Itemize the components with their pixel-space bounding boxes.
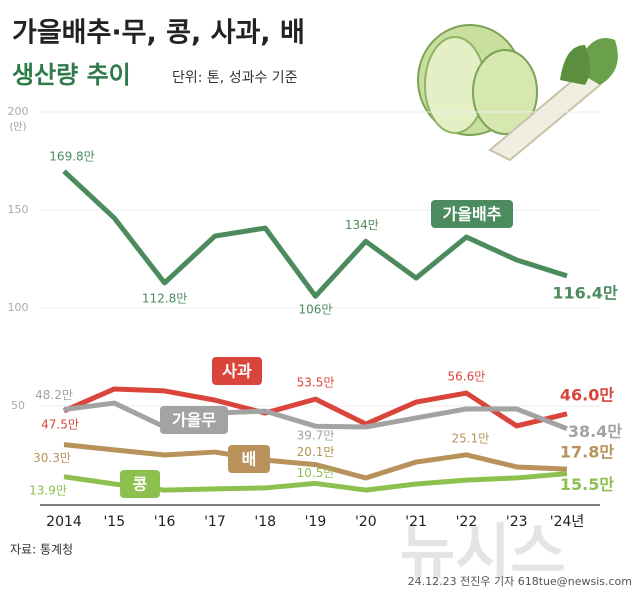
- title: 가을배추·무, 콩, 사과, 배: [12, 18, 305, 49]
- series-line: [62, 169, 568, 299]
- data-label: 20.1만: [297, 445, 335, 459]
- x-tick-label: '19: [305, 514, 327, 530]
- data-label: 116.4만: [552, 283, 618, 302]
- legend-label: 콩: [133, 475, 148, 494]
- x-tick-label: '24년: [550, 514, 585, 530]
- x-tick-label: '22: [456, 514, 478, 530]
- data-label: 10.5만: [297, 466, 335, 480]
- legend-box: [160, 406, 228, 434]
- legend-label: 사과: [222, 362, 252, 381]
- series-line: [63, 442, 568, 481]
- data-label: 134만: [345, 218, 379, 232]
- watermark: 뉴시스: [400, 518, 566, 588]
- x-tick-label: 2014: [46, 514, 82, 530]
- legend-label: 가을배추: [443, 205, 502, 224]
- y-tick-label: 100: [8, 301, 29, 314]
- data-label: 112.8만: [142, 291, 187, 305]
- legend-label: 가을무: [172, 411, 216, 430]
- y-tick-label: 150: [8, 203, 29, 216]
- x-tick-label: '23: [506, 514, 528, 530]
- data-label: 17.8만: [560, 443, 614, 462]
- x-tick-label: '18: [254, 514, 276, 530]
- x-tick-label: '20: [355, 514, 377, 530]
- y-unit: (만): [9, 121, 26, 133]
- series-line: [63, 400, 568, 432]
- x-tick-label: '17: [204, 514, 226, 530]
- data-label: 13.9만: [29, 483, 67, 497]
- x-tick-label: '15: [103, 514, 125, 530]
- data-label: 106만: [299, 303, 333, 317]
- legend-box: [431, 200, 513, 228]
- series-line: [63, 386, 568, 429]
- credit: 24.12.23 전진우 기자 618tue@newsis.com: [408, 575, 632, 588]
- source: 자료: 통계청: [10, 543, 73, 557]
- subtitle: 생산량 추이: [12, 61, 131, 89]
- data-label: 15.5만: [560, 475, 614, 494]
- x-tick-label: '21: [405, 514, 427, 530]
- legend-box: [228, 445, 270, 473]
- data-label: 48.2만: [35, 388, 73, 402]
- data-label: 25.1만: [452, 431, 490, 445]
- data-label: 39.7만: [297, 429, 335, 443]
- legend-box: [212, 357, 262, 385]
- y-tick-label: 200: [8, 105, 29, 118]
- data-label: 46.0만: [560, 385, 614, 404]
- unit-note: 단위: 톤, 성과수 기준: [172, 70, 298, 86]
- data-label: 56.6만: [448, 370, 486, 384]
- data-label: 47.5만: [41, 417, 79, 431]
- data-label: 30.3만: [33, 451, 71, 465]
- y-tick-label: 50: [11, 399, 25, 412]
- x-tick-label: '16: [154, 514, 176, 530]
- legend-label: 배: [242, 450, 257, 469]
- data-label: 38.4만: [568, 422, 622, 441]
- legend-box: [120, 470, 160, 498]
- data-label: 169.8만: [49, 150, 94, 164]
- illustration: [417, 24, 618, 162]
- data-label: 53.5만: [297, 376, 335, 390]
